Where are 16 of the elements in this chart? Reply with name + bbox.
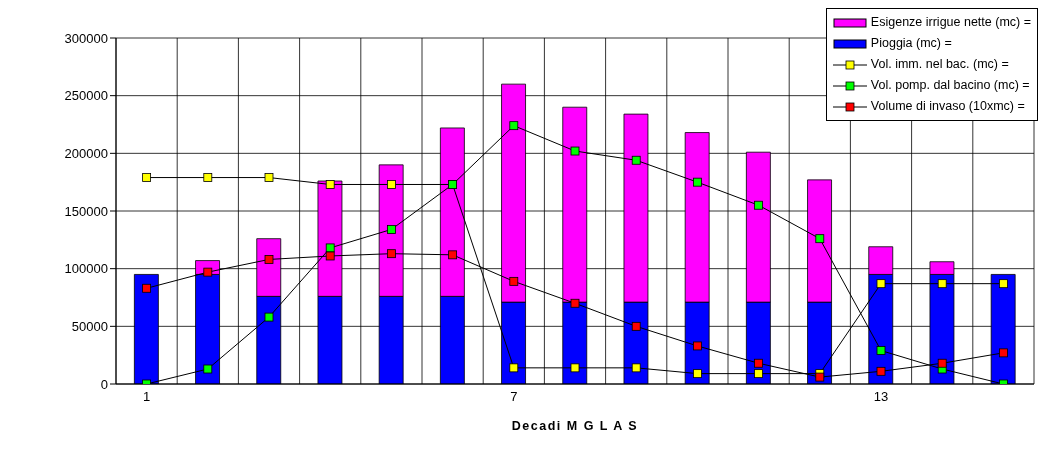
- legend-label: Volume di invaso (10xmc) =: [870, 98, 1025, 115]
- y-tick-label: 200000: [64, 145, 108, 161]
- y-tick-label: 100000: [64, 261, 108, 277]
- y-tick-label: 150000: [64, 203, 108, 219]
- y-tick-label: 250000: [64, 88, 108, 104]
- y-tick-label: 300000: [64, 30, 108, 46]
- legend-label: Vol. imm. nel bac. (mc) =: [870, 56, 1009, 73]
- legend-label: Vol. pomp. dal bacino (mc) =: [870, 77, 1030, 94]
- legend-label: Esigenze irrigue nette (mc) =: [870, 14, 1031, 31]
- x-tick-label: 1: [142, 389, 151, 405]
- y-tick-label: 50000: [71, 318, 108, 334]
- x-axis-title: Decadi M G L A S: [511, 419, 639, 433]
- legend-label: Pioggia (mc) =: [870, 35, 952, 52]
- x-tick-label: 7: [510, 389, 518, 405]
- x-tick-label: 13: [873, 389, 889, 405]
- y-tick-label: 0: [100, 376, 108, 392]
